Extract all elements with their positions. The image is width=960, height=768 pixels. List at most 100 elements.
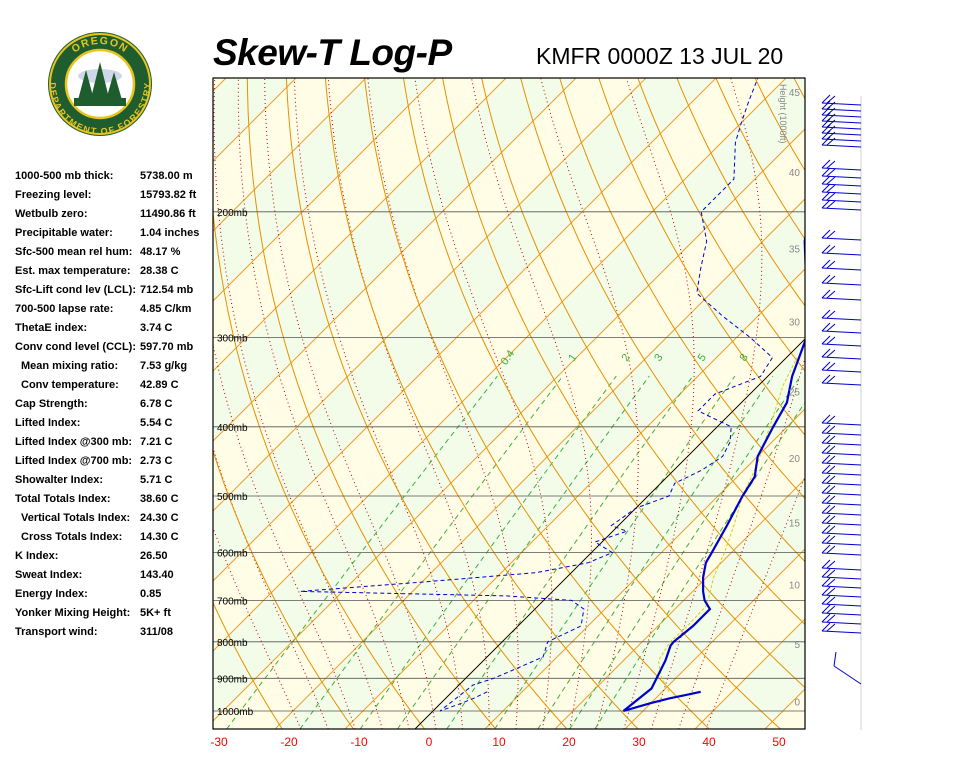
wind-barb (821, 559, 862, 571)
isobar-label: 400mb (217, 423, 248, 434)
index-value: 3.74 C (140, 322, 173, 334)
index-row: Showalter Index: 5.71 C (15, 471, 215, 490)
index-label: Vertical Totals Index: (21, 512, 131, 524)
index-value: 24.30 C (140, 512, 179, 524)
wind-barb (821, 335, 862, 347)
index-value: 712.54 mb (140, 284, 194, 296)
mixing-ratio-label: 5 (696, 352, 709, 364)
isotherm-line (835, 78, 960, 729)
index-label: Sweat Index: (15, 569, 83, 581)
x-tick-label: 0 (426, 735, 433, 749)
index-row: Cross Totals Index: 14.30 C (15, 528, 215, 547)
index-label: Wetbulb zero: (15, 208, 88, 220)
isotherm-line (213, 128, 805, 722)
index-label: Freezing level: (15, 189, 92, 201)
index-row: 700-500 lapse rate: 4.85 C/km (15, 300, 215, 319)
height-tick-label: 20 (789, 454, 801, 465)
wind-barb (821, 118, 862, 130)
isotherm-line (344, 268, 805, 729)
isotherm-band (213, 78, 805, 721)
index-row: Precipitable water: 1.04 inches (15, 224, 215, 243)
wind-barb (821, 130, 862, 142)
height-tick-label: 0 (794, 698, 800, 709)
wind-barb (821, 622, 862, 634)
index-label: Est. max temperature: (15, 265, 131, 277)
index-row: Est. max temperature: 28.38 C (15, 262, 215, 281)
isobar-label: 600mb (217, 549, 248, 560)
dry-adiabat (442, 78, 805, 689)
parcel-trace (657, 357, 798, 693)
index-label: Conv temperature: (21, 379, 119, 391)
wind-barb (821, 484, 862, 496)
wind-barb (821, 183, 862, 195)
wind-barb (821, 322, 862, 334)
index-row: Energy Index: 0.85 (15, 585, 215, 604)
index-value: 4.85 C/km (140, 303, 192, 315)
dry-adiabat (950, 78, 960, 729)
x-tick-label: 20 (562, 735, 576, 749)
height-tick-label: 30 (789, 317, 801, 328)
wind-barb (821, 361, 862, 373)
index-value: 0.85 (140, 588, 162, 600)
mixing-ratio-label: 3 (652, 352, 665, 364)
wind-barb (821, 259, 862, 271)
index-value: 7.53 g/kg (140, 360, 188, 372)
parcel-line (657, 357, 798, 693)
dry-adiabat (481, 78, 805, 626)
index-label: Transport wind: (15, 626, 98, 638)
height-tick-label: 25 (789, 387, 801, 398)
isotherm-line (213, 78, 787, 652)
dry-adiabat (324, 78, 639, 729)
moist-adiabat (705, 475, 805, 729)
wind-barb (821, 229, 862, 241)
dry-adiabat (80, 78, 211, 729)
mixing-ratio-line (299, 375, 564, 729)
index-value: 38.60 C (140, 493, 179, 505)
wind-barb (821, 199, 862, 211)
wind-barb (821, 544, 862, 556)
dry-adiabat (637, 78, 805, 372)
moist-adiabat-lines (213, 78, 805, 729)
index-row: Vertical Totals Index: 24.30 C (15, 509, 215, 528)
dry-adiabat (559, 78, 805, 500)
wind-barb (821, 414, 862, 426)
index-row: Lifted Index @700 mb: 2.73 C (15, 452, 215, 471)
dry-adiabat (833, 78, 960, 729)
moist-adiabat (213, 342, 356, 729)
index-row: Sfc-500 mean rel hum: 48.17 % (15, 243, 215, 262)
index-value: 5.71 C (140, 474, 173, 486)
moist-adiabat (471, 78, 592, 729)
wind-barb (821, 136, 862, 148)
dry-adiabat (213, 207, 425, 729)
index-label: Lifted Index: (15, 417, 81, 429)
index-label: Showalter Index: (15, 474, 104, 486)
index-label: Sfc-500 mean rel hum: (15, 246, 133, 258)
index-label: Yonker Mixing Height: (15, 607, 131, 619)
wind-barb (821, 159, 862, 171)
wind-barb (821, 175, 862, 187)
index-row: Lifted Index @300 mb: 7.21 C (15, 433, 215, 452)
wind-barb (821, 586, 862, 598)
chart-background-bands (213, 78, 960, 729)
wind-barb (821, 289, 862, 301)
dry-adiabat (285, 78, 568, 729)
index-value: 11490.86 ft (140, 208, 196, 220)
wind-barb (821, 94, 862, 106)
chart-subtitle: KMFR 0000Z 13 JUL 20 (536, 43, 784, 69)
isotherm-band (835, 78, 960, 729)
isotherm-line (484, 408, 805, 729)
moist-adiabat (213, 78, 383, 729)
wind-barb (821, 244, 862, 256)
dewpoint-line (300, 78, 774, 712)
height-tick-label: 40 (789, 168, 801, 179)
index-value: 15793.82 ft (140, 189, 197, 201)
isotherm-line (213, 78, 577, 442)
moist-adiabat (293, 78, 463, 729)
index-value: 7.21 C (140, 436, 173, 448)
index-label: K Index: (15, 550, 59, 562)
mixing-ratio-label: 8 (737, 352, 750, 364)
index-label: ThetaE index: (15, 322, 88, 334)
isotherm-line (213, 78, 227, 92)
index-value: 1.04 inches (140, 227, 200, 239)
